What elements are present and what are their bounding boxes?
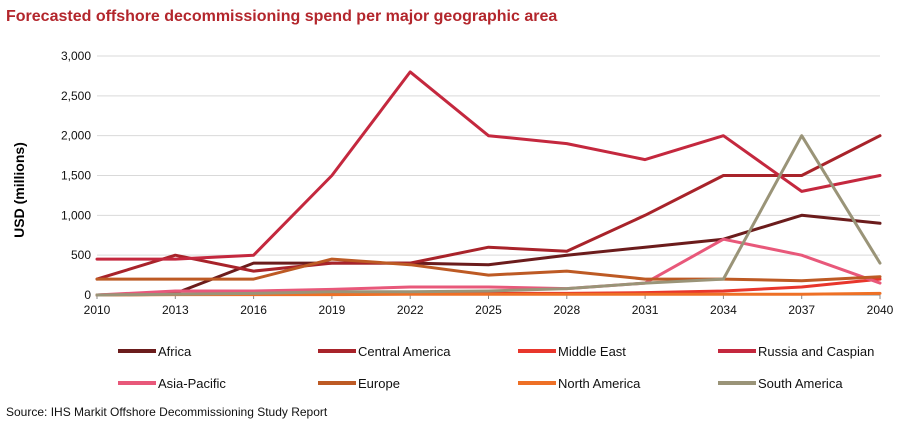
series-line-russia-and-caspian: [95, 70, 882, 261]
legend-label-asia-pacific: Asia-Pacific: [158, 376, 226, 391]
series-line-europe: [95, 257, 882, 283]
legend-label-europe: Europe: [358, 376, 400, 391]
legend-label-north-america: North America: [558, 376, 641, 391]
legend-label-russia-and-caspian: Russia and Caspian: [758, 344, 874, 359]
x-tick-label: 2040: [867, 303, 894, 317]
source-note: Source: IHS Markit Offshore Decommission…: [6, 405, 328, 419]
y-tick-label: 1,000: [61, 208, 91, 222]
x-tick-label: 2025: [475, 303, 502, 317]
y-axis-label: USD (millions): [11, 142, 27, 238]
series-line-central-america: [95, 134, 882, 281]
y-tick-label: 1,500: [61, 169, 91, 183]
x-tick-label: 2013: [162, 303, 189, 317]
legend-label-africa: Africa: [158, 344, 192, 359]
gridlines: [97, 55, 880, 256]
legend-label-central-america: Central America: [358, 344, 451, 359]
x-tick-label: 2010: [84, 303, 111, 317]
y-tick-label: 500: [71, 248, 91, 262]
y-tick-label: 3,000: [61, 49, 91, 63]
legend: Africa Central America Middle East Russia a…: [118, 344, 874, 391]
series-line-south-america: [95, 134, 882, 297]
legend-label-south-america: South America: [758, 376, 843, 391]
series-lines: [95, 70, 882, 297]
x-tick-label: 2022: [397, 303, 424, 317]
y-tick-label: 2,500: [61, 89, 91, 103]
x-tick-label: 2037: [788, 303, 815, 317]
series-line-asia-pacific: [95, 237, 882, 297]
x-tick-label: 2019: [319, 303, 346, 317]
x-tick-label: 2016: [240, 303, 267, 317]
x-tick-label: 2028: [553, 303, 580, 317]
y-tick-labels: 0 500 1,000 1,500 2,000 2,500 3,000: [61, 49, 91, 302]
x-tick-label: 2031: [632, 303, 659, 317]
y-tick-label: 2,000: [61, 129, 91, 143]
legend-label-middle-east: Middle East: [558, 344, 626, 359]
chart-title: Forecasted offshore decommissioning spen…: [6, 8, 558, 25]
y-tick-label: 0: [84, 288, 91, 302]
x-tick-label: 2034: [710, 303, 737, 317]
x-tick-labels: 2010 2013 2016 2019 2022 2025 2028 2031 2034 2037…: [84, 303, 894, 317]
